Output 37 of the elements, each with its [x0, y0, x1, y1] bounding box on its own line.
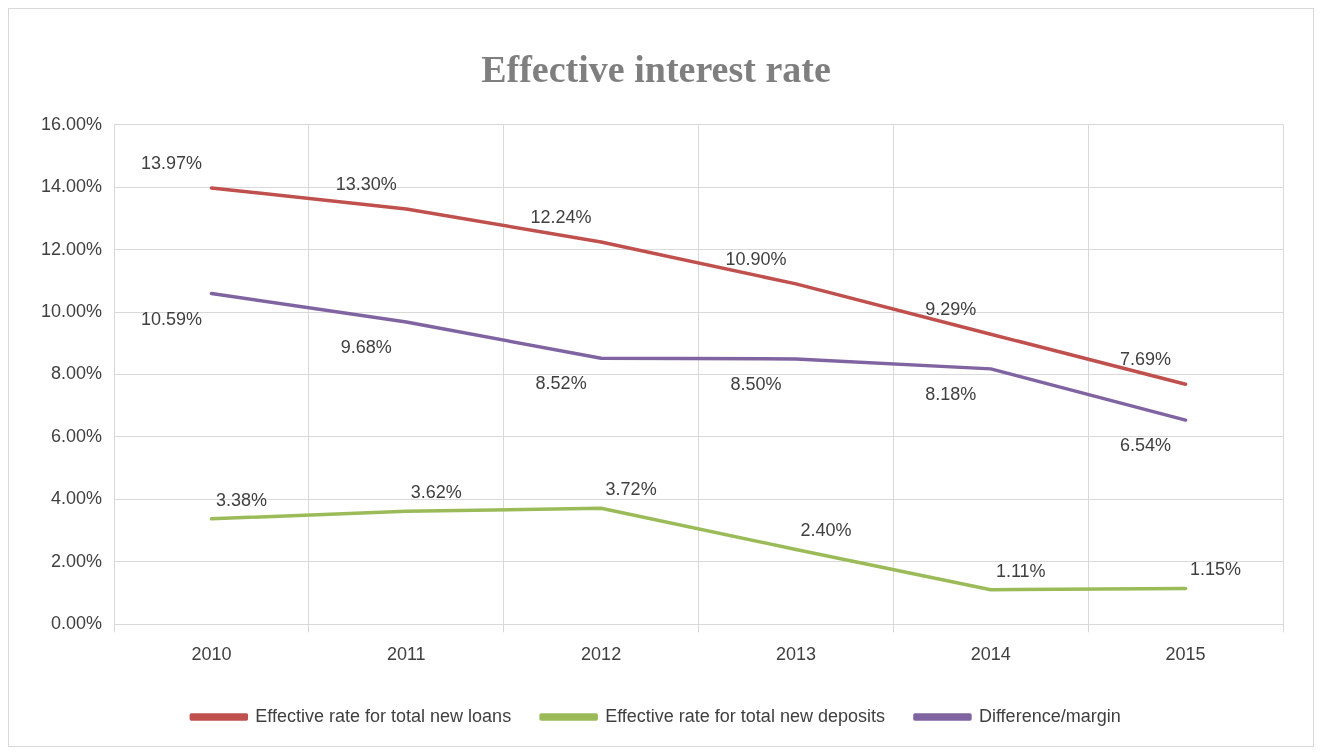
- data-label: 13.30%: [335, 173, 397, 194]
- y-tick-label: 16.00%: [40, 113, 103, 134]
- data-label: 9.29%: [925, 299, 977, 320]
- data-label: 13.97%: [140, 152, 202, 173]
- data-label: 3.72%: [605, 479, 657, 500]
- legend-label: Effective rate for total new loans: [255, 705, 512, 726]
- data-label: 10.90%: [725, 248, 787, 269]
- x-tick-label: 2012: [581, 644, 622, 665]
- data-label: 7.69%: [1120, 349, 1172, 370]
- data-label: 3.62%: [410, 482, 462, 503]
- data-label: 1.15%: [1190, 559, 1242, 580]
- chart-title: Effective interest rate: [481, 47, 831, 90]
- data-label: 6.54%: [1120, 435, 1172, 456]
- x-tick-label: 2015: [1165, 644, 1206, 665]
- data-label: 8.52%: [535, 373, 587, 394]
- data-label: 1.11%: [995, 560, 1046, 581]
- y-tick-label: 14.00%: [40, 176, 103, 197]
- data-label: 3.38%: [215, 489, 267, 510]
- y-tick-label: 0.00%: [51, 613, 103, 634]
- data-label: 9.68%: [340, 336, 392, 357]
- x-tick-label: 2011: [386, 644, 426, 665]
- data-label: 2.40%: [800, 520, 852, 541]
- y-tick-label: 4.00%: [51, 488, 103, 509]
- legend-label: Effective rate for total new deposits: [605, 705, 885, 726]
- data-label: 10.59%: [140, 308, 202, 329]
- y-tick-label: 6.00%: [51, 425, 103, 446]
- x-tick-label: 2013: [775, 644, 816, 665]
- data-label: 8.18%: [925, 383, 977, 404]
- y-tick-label: 8.00%: [51, 363, 103, 384]
- y-tick-label: 2.00%: [51, 550, 103, 571]
- x-tick-label: 2014: [970, 644, 1011, 665]
- y-tick-label: 12.00%: [40, 238, 103, 259]
- data-label: 8.50%: [730, 373, 782, 394]
- data-label: 12.24%: [530, 207, 592, 228]
- x-tick-label: 2010: [191, 644, 232, 665]
- y-tick-label: 10.00%: [40, 300, 103, 321]
- legend-label: Difference/margin: [978, 705, 1121, 726]
